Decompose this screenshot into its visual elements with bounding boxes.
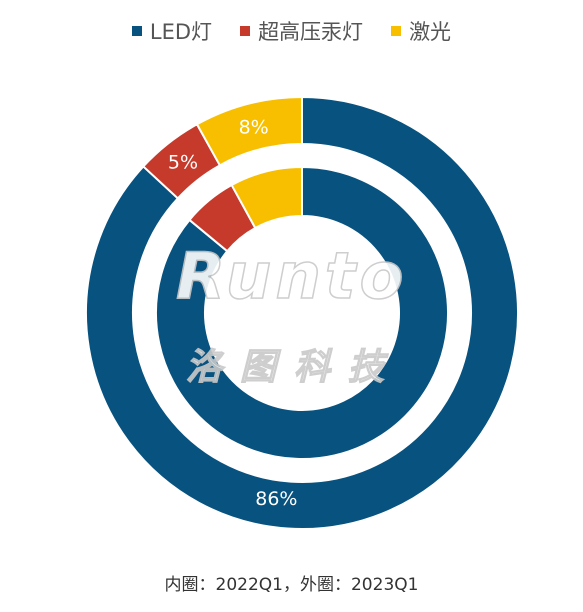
outer-ring-label-uhp-lamp: 5% bbox=[168, 152, 198, 174]
outer-ring-label-laser: 8% bbox=[239, 117, 269, 139]
outer-ring-slice-laser bbox=[195, 95, 303, 167]
legend-swatch-led bbox=[131, 26, 142, 36]
legend-label-laser: 激光 bbox=[409, 20, 452, 44]
chart-legend: LED灯 超高压汞灯 激光 bbox=[0, 16, 583, 46]
chart-caption: 内圈：2022Q1，外圈：2023Q1 bbox=[164, 575, 419, 595]
legend-swatch-uhp-lamp bbox=[240, 26, 251, 36]
legend-label-led: LED灯 bbox=[149, 20, 213, 44]
inner-ring-slice-laser bbox=[230, 165, 303, 230]
legend-item-laser: 激光 bbox=[391, 16, 451, 46]
legend-item-led: LED灯 bbox=[131, 16, 213, 46]
outer-ring-slice-led bbox=[85, 95, 519, 530]
legend-item-uhp-lamp: 超高压汞灯 bbox=[240, 16, 363, 46]
legend-label-uhp-lamp: 超高压汞灯 bbox=[258, 20, 364, 44]
legend-swatch-laser bbox=[391, 26, 402, 36]
inner-ring-slice-led bbox=[155, 165, 449, 460]
outer-ring-label-led: 86% bbox=[255, 488, 297, 510]
